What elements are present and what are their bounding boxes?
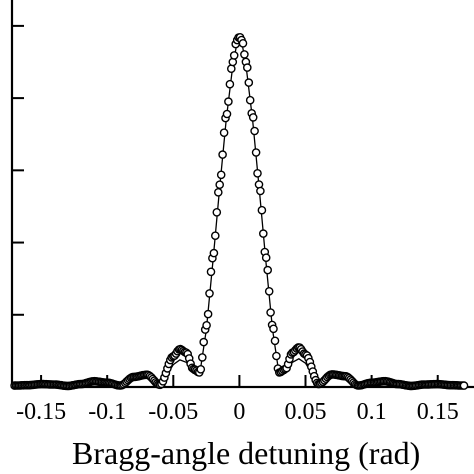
data-point [240, 50, 249, 59]
data-point [263, 265, 273, 275]
data-point [266, 308, 275, 317]
data-point [206, 267, 216, 277]
x-tick-label: 0.15 [417, 399, 459, 425]
data-point [256, 186, 265, 196]
data-point [261, 253, 271, 263]
data-point [244, 78, 254, 87]
data-point [203, 309, 213, 319]
data-point [212, 207, 222, 217]
x-tick-label: -0.05 [148, 399, 198, 425]
data-point [218, 150, 227, 159]
data-point [219, 128, 229, 137]
y-ticks [12, 24, 24, 316]
data-point [269, 324, 278, 334]
plot-frame [10, 0, 474, 389]
x-axis-title: Bragg-angle detuning (rad) [72, 435, 420, 471]
data-point [258, 229, 268, 238]
data-point [229, 51, 239, 60]
x-tick-label: 0.1 [357, 399, 387, 425]
data-point [238, 39, 248, 48]
data-point [197, 353, 207, 362]
data-point [270, 336, 280, 346]
data-point [248, 113, 258, 122]
data-point [272, 351, 281, 361]
x-tick-label: 0.05 [285, 399, 327, 425]
data-point [459, 381, 469, 390]
x-tick-label: 0 [233, 399, 245, 425]
model-curve [14, 39, 465, 387]
data-point [253, 168, 262, 178]
x-tick-labels: -0.15 -0.1 -0.05 0 0.05 0.1 0.15 [16, 399, 459, 425]
data-point [224, 97, 233, 106]
data-point [257, 205, 267, 215]
data-point [226, 64, 236, 73]
x-tick-label: -0.1 [88, 399, 126, 425]
data-point [199, 337, 208, 347]
data-point [216, 170, 226, 180]
x-tick-label: -0.15 [16, 399, 66, 425]
data-point [202, 320, 211, 330]
data-point [196, 364, 206, 374]
data-point [213, 187, 223, 197]
data-point [225, 79, 235, 89]
data-point [222, 109, 232, 119]
data-point [264, 286, 274, 296]
data-point [215, 180, 224, 189]
data-point [245, 95, 255, 105]
data-markers [10, 33, 469, 391]
data-point [210, 231, 220, 240]
data-point [251, 148, 261, 157]
data-point [205, 289, 214, 298]
data-point [242, 63, 252, 72]
data-point [209, 248, 219, 258]
data-point [250, 126, 259, 136]
